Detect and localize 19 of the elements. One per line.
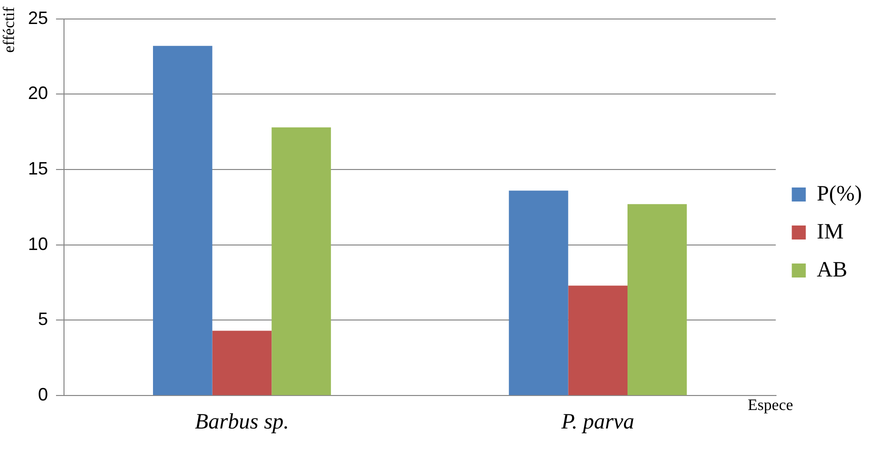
bar [628,204,687,396]
y-tick-label: 15 [28,158,48,178]
bar [568,286,628,396]
bar [272,127,331,396]
x-axis-title: Espece [748,396,794,414]
y-tick-label: 25 [28,8,48,28]
x-tick-label: Barbus sp. [194,408,290,434]
y-tick-label: 0 [38,384,48,405]
legend-label: IM [816,218,844,244]
bar [212,330,272,396]
y-tick-label: 5 [38,309,48,330]
y-axis-title: efféctif [1,6,18,53]
legend-label: AB [816,256,848,282]
bar [508,190,568,396]
y-tick-label: 10 [28,234,48,254]
y-tick-label: 20 [28,83,48,104]
bar [152,46,212,396]
x-tick-label: P. parva [560,408,634,434]
legend-label: P(%) [816,180,862,206]
